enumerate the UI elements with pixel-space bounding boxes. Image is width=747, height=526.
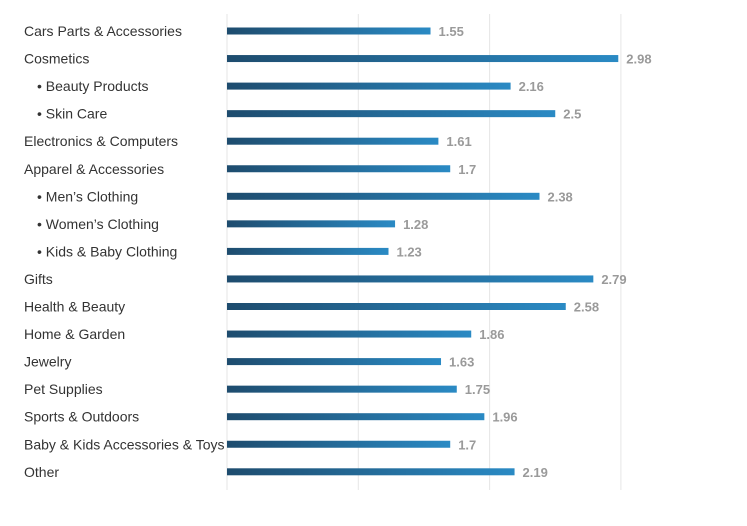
category-label: • Skin Care — [37, 106, 107, 122]
bar — [227, 468, 515, 476]
category-label: Pet Supplies — [24, 381, 103, 397]
category-label: Cosmetics — [24, 51, 89, 67]
category-label: Jewelry — [24, 354, 71, 370]
category-label: Gifts — [24, 271, 53, 287]
bar — [227, 27, 431, 35]
value-label: 1.7 — [458, 162, 476, 177]
category-label: Health & Beauty — [24, 299, 125, 315]
value-label: 2.79 — [601, 272, 626, 287]
category-label: • Women’s Clothing — [37, 216, 159, 232]
bar — [227, 275, 594, 283]
category-label: • Kids & Baby Clothing — [37, 243, 177, 259]
value-label: 1.55 — [439, 24, 464, 39]
bar — [227, 413, 485, 421]
value-label: 2.38 — [547, 189, 572, 204]
category-label: Sports & Outdoors — [24, 409, 139, 425]
value-label: 2.58 — [574, 300, 599, 315]
category-labels: Cars Parts & Accessories Cosmetics • Beaut… — [24, 23, 225, 480]
bar — [227, 303, 566, 310]
bar — [227, 110, 556, 118]
value-label: 1.28 — [403, 217, 428, 232]
bar — [227, 165, 451, 173]
bar — [227, 358, 442, 366]
value-label: 2.16 — [519, 79, 544, 94]
value-label: 1.96 — [492, 410, 517, 425]
value-label: 2.98 — [626, 52, 651, 67]
bar — [227, 55, 619, 63]
bar — [227, 330, 472, 338]
category-label: Home & Garden — [24, 326, 125, 342]
value-label: 2.19 — [523, 465, 548, 480]
value-label: 1.75 — [465, 382, 490, 397]
category-label: Apparel & Accessories — [24, 161, 164, 177]
value-label: 1.63 — [449, 355, 474, 370]
category-label: Electronics & Computers — [24, 133, 178, 149]
category-label: Baby & Kids Accessories & Toys — [24, 436, 225, 452]
value-label: 2.5 — [563, 107, 581, 122]
value-label: 1.61 — [446, 134, 471, 149]
bar — [227, 440, 451, 448]
category-label: Cars Parts & Accessories — [24, 23, 182, 39]
bar — [227, 220, 396, 228]
bar — [227, 82, 511, 90]
bar — [227, 137, 439, 145]
category-label: • Men’s Clothing — [37, 188, 138, 204]
value-label: 1.86 — [479, 327, 504, 342]
bar — [227, 192, 540, 200]
category-label: • Beauty Products — [37, 78, 149, 94]
value-label: 1.7 — [458, 437, 476, 452]
value-label: 1.23 — [396, 244, 421, 259]
value-labels: 1.552.982.162.51.611.72.381.281.232.792.… — [396, 24, 651, 480]
category-label: Other — [24, 464, 59, 480]
bar — [227, 247, 389, 255]
bar — [227, 385, 457, 393]
bars — [227, 27, 619, 476]
